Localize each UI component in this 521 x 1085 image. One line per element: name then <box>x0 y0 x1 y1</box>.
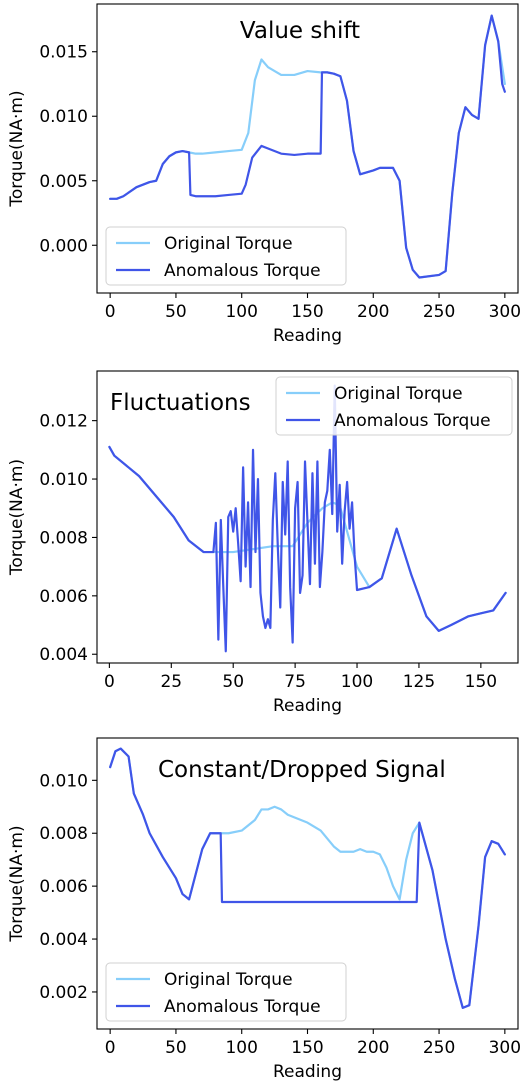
plot-frame <box>96 370 519 664</box>
y-tick-label: 0.012 <box>39 412 88 432</box>
chart-title: Value shift <box>240 18 360 44</box>
x-tick-label: 150 <box>465 672 497 692</box>
y-tick-label: 0.006 <box>39 877 88 897</box>
x-tick-label: 100 <box>225 1038 257 1058</box>
x-tick-label: 200 <box>357 302 389 322</box>
anomalous-torque-line <box>108 384 507 653</box>
y-tick-label: 0.010 <box>39 107 88 127</box>
y-tick-label: 0.008 <box>39 528 88 548</box>
x-tick-label: 250 <box>423 302 455 322</box>
x-axis-label: Reading <box>273 1062 342 1082</box>
legend-anomalous-label: Anomalous Torque <box>164 997 321 1017</box>
x-axis-label: Reading <box>273 696 342 716</box>
fluctuations-chart: 0 25 50 75 100 125 150 0.004 0.006 0.008 0.010 0.01… <box>7 370 519 716</box>
x-tick-label: 25 <box>160 672 182 692</box>
x-tick-label: 150 <box>291 302 323 322</box>
legend-box <box>105 962 347 1022</box>
anomalous-torque-line <box>109 747 506 1009</box>
x-tick-label: 50 <box>165 302 187 322</box>
x-tick-label: 125 <box>403 672 435 692</box>
legend: Original Torque Anomalous Torque <box>105 962 347 1022</box>
legend-original-label: Original Torque <box>334 384 463 404</box>
y-tick-label: 0.015 <box>39 43 88 63</box>
y-tick-label: 0.010 <box>39 470 88 490</box>
x-tick-label: 300 <box>489 302 521 322</box>
x-tick-label: 50 <box>165 1038 187 1058</box>
y-tick-label: 0.000 <box>39 236 88 256</box>
legend-box <box>275 376 513 436</box>
legend: Original Torque Anomalous Torque <box>105 226 347 286</box>
x-tick-label: 50 <box>222 672 244 692</box>
legend-box <box>105 226 347 286</box>
x-tick-label: 75 <box>284 672 306 692</box>
legend-original-label: Original Torque <box>164 234 293 254</box>
y-tick-label: 0.002 <box>39 983 88 1003</box>
x-tick-label: 0 <box>105 1038 116 1058</box>
x-tick-label: 100 <box>341 672 373 692</box>
y-tick-label: 0.006 <box>39 587 88 607</box>
x-tick-label: 100 <box>225 302 257 322</box>
y-tick-label: 0.004 <box>39 930 88 950</box>
y-tick-label: 0.004 <box>39 645 88 665</box>
legend-anomalous-label: Anomalous Torque <box>334 411 491 431</box>
y-tick-label: 0.008 <box>39 824 88 844</box>
x-axis-label: Reading <box>273 326 342 346</box>
legend-anomalous-label: Anomalous Torque <box>164 261 321 281</box>
x-tick-label: 0 <box>104 672 115 692</box>
y-axis-label: Torque(NA·m) <box>7 459 27 576</box>
anomalous-torque-line <box>109 14 506 279</box>
constant-dropped-signal-chart: 0 50 100 150 200 250 300 0.002 0.004 0.006 0.008 0.… <box>7 737 521 1082</box>
y-tick-label: 0.010 <box>39 771 88 791</box>
x-tick-label: 0 <box>105 302 116 322</box>
x-tick-label: 200 <box>357 1038 389 1058</box>
value-shift-chart: 0 50 100 150 200 250 300 0.000 0.005 0.010 0.015 Re… <box>7 3 521 346</box>
legend: Original Torque Anomalous Torque <box>275 376 513 436</box>
x-tick-label: 250 <box>423 1038 455 1058</box>
legend-original-label: Original Torque <box>164 970 293 990</box>
x-tick-label: 150 <box>291 1038 323 1058</box>
y-tick-label: 0.005 <box>39 172 88 192</box>
y-axis-label: Torque(NA·m) <box>7 90 27 207</box>
chart-title: Constant/Dropped Signal <box>158 757 446 783</box>
y-axis-label: Torque(NA·m) <box>7 825 27 942</box>
chart-title: Fluctuations <box>110 390 251 416</box>
x-tick-label: 300 <box>489 1038 521 1058</box>
